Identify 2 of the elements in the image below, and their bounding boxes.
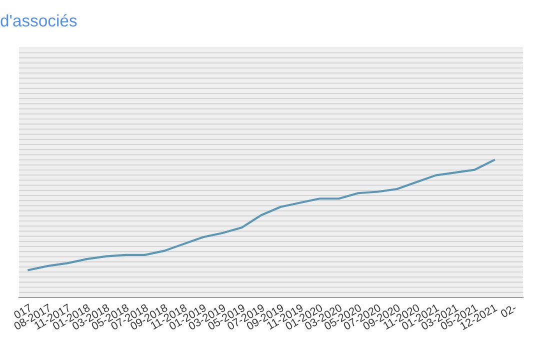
chart-title: d'associés — [0, 14, 77, 27]
x-tick-label: 02- — [500, 304, 517, 318]
